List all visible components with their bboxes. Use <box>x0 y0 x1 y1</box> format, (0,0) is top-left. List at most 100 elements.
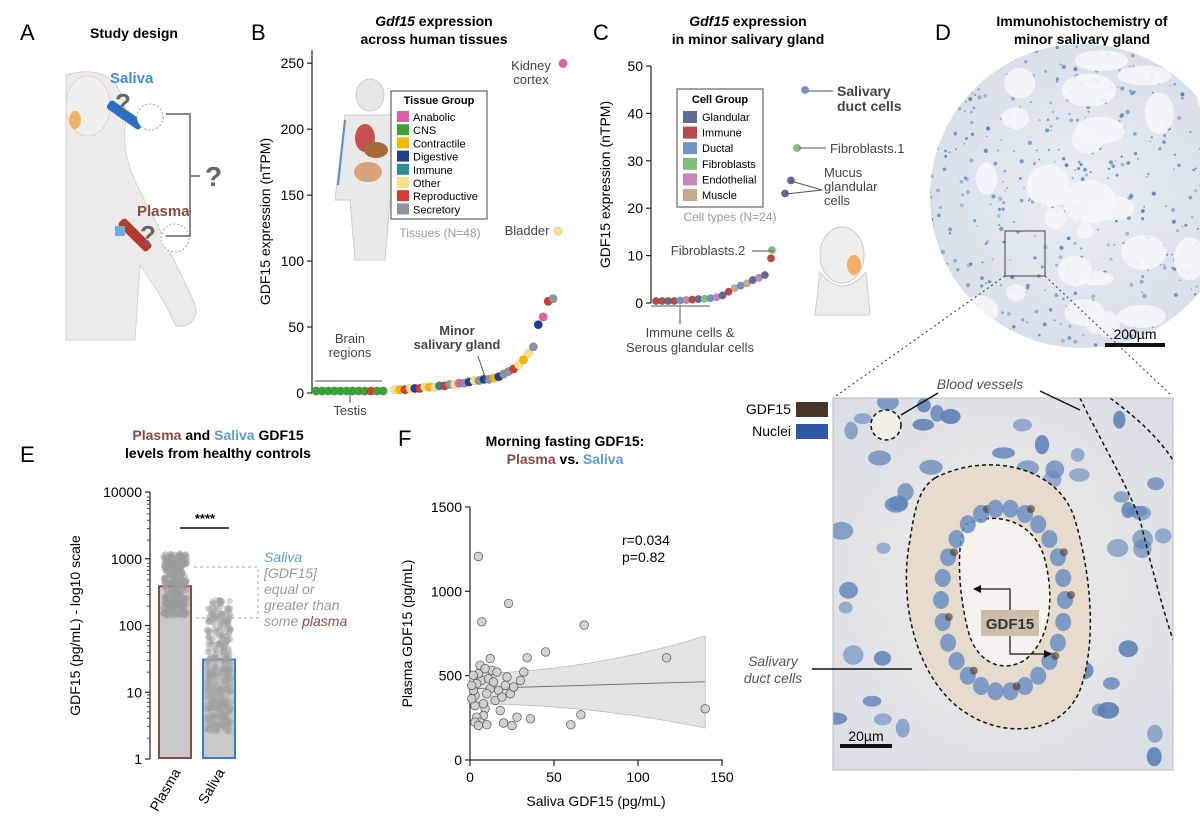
x-axis-label: Saliva GDF15 (pg/mL) <box>526 793 665 809</box>
nucleus-dot <box>1171 333 1176 338</box>
nucleus-dot <box>1184 332 1187 336</box>
nucleus-dot <box>935 146 937 149</box>
saliva-sample-dot <box>221 660 228 667</box>
saliva-sample-dot <box>224 656 231 663</box>
nucleus-dot <box>957 334 962 339</box>
nucleus-dot <box>1130 53 1135 58</box>
plasma-sample-dot <box>168 565 176 572</box>
saliva-sample-dot <box>212 596 219 604</box>
sample-point <box>579 620 589 630</box>
saliva-sample-dot <box>226 652 233 659</box>
cell-nucleus <box>930 405 944 422</box>
duct-lumen <box>958 517 1051 667</box>
sample-point <box>467 680 477 691</box>
nucleus-dot <box>1096 228 1100 231</box>
saliva-sample-dot <box>216 597 223 604</box>
immune-serous-label-1: Immune cells & <box>646 325 735 340</box>
saliva-sample-dot <box>222 727 230 734</box>
question-mark-compare: ? <box>205 161 222 192</box>
saliva-sample-dot <box>223 686 231 693</box>
panel-b-letter: B <box>251 20 266 45</box>
saliva-sample-dot <box>209 700 216 707</box>
nucleus-dot <box>1047 148 1051 152</box>
saliva-sample-dot <box>218 617 226 625</box>
saliva-sample-dot <box>219 687 226 694</box>
nucleus-dot <box>930 196 933 199</box>
cell-types-caption: Cell types (N=24) <box>683 210 776 224</box>
saliva-sample-dot <box>205 676 212 683</box>
saliva-sample-dot <box>204 689 211 696</box>
sample-point <box>566 720 576 730</box>
nucleus-dot <box>1176 229 1180 233</box>
nucleus-dot <box>983 148 988 153</box>
saliva-sample-dot <box>209 712 216 719</box>
duct-cell-nucleus <box>933 591 949 609</box>
saliva-sample-dot <box>218 712 225 719</box>
nucleus-dot <box>1036 149 1038 152</box>
nucleus-dot <box>1050 129 1052 132</box>
gdf15-granule <box>1012 682 1021 691</box>
saliva-sample-dot <box>209 715 216 722</box>
sample-point <box>512 712 522 722</box>
nucleus-dot <box>1083 167 1087 172</box>
saliva-sample-dot <box>210 620 217 628</box>
saliva-sample-dot <box>218 598 225 605</box>
nucleus-dot <box>964 100 968 104</box>
saliva-sample-dot <box>212 627 220 634</box>
nucleus-dot <box>1034 48 1039 54</box>
saliva-sample-dot <box>218 714 226 721</box>
sample-point <box>515 675 526 686</box>
saliva-sample-dot <box>208 640 215 647</box>
nucleus-dot <box>1026 283 1030 288</box>
nucleus-dot <box>989 64 994 69</box>
saliva-sample-dot <box>205 638 213 646</box>
saliva-sample-dot <box>205 648 212 655</box>
saliva-sample-dot <box>219 636 227 643</box>
nucleus-dot <box>966 190 970 194</box>
saliva-sample-dot <box>209 655 216 662</box>
saliva-sample-dot <box>224 618 231 626</box>
nucleus-dot <box>1022 186 1026 189</box>
saliva-sample-dot <box>206 618 213 625</box>
nucleus-dot <box>1002 240 1005 244</box>
panel-e-title-2: levels from healthy controls <box>125 445 311 461</box>
legend-nuclei-swatch <box>796 424 828 439</box>
panel-b-axes: 0 50 100 150 200 250 GDF15 expression (nTPM) <box>257 50 313 401</box>
nucleus-dot <box>942 167 947 172</box>
saliva-sample-dot <box>215 721 223 729</box>
saliva-sample-dot <box>224 689 232 697</box>
nucleus-dot <box>930 339 933 344</box>
saliva-sample-dot <box>208 611 215 618</box>
saliva-sample-dot <box>224 620 231 627</box>
panel-f-letter: F <box>398 426 411 451</box>
saliva-sample-dot <box>226 627 233 634</box>
fibroblasts-2-label: Fibroblasts.2 <box>671 243 745 258</box>
nucleus-dot <box>1109 257 1113 261</box>
nucleus-dot <box>1173 82 1177 86</box>
saliva-sample-dot <box>209 670 216 677</box>
nucleus-dot <box>1007 312 1011 316</box>
nucleus-dot <box>1012 150 1016 153</box>
nucleus-dot <box>1001 311 1004 315</box>
cell-nucleus <box>877 398 899 411</box>
sample-point <box>700 704 710 714</box>
nucleus-dot <box>983 94 988 98</box>
saliva-sample-dot <box>223 618 230 625</box>
panel-c-letter: C <box>593 20 609 45</box>
nucleus-dot <box>1010 334 1012 336</box>
saliva-sample-dot <box>211 673 218 680</box>
nucleus-dot <box>1002 180 1004 183</box>
nucleus-dot <box>972 106 976 110</box>
saliva-sample-dot <box>212 678 219 685</box>
duct-cell-nucleus <box>1002 499 1019 518</box>
nucleus-dot <box>950 92 953 94</box>
nucleus-dot <box>936 188 940 193</box>
nucleus-dot <box>985 325 989 330</box>
nucleus-dot <box>993 161 998 166</box>
question-mark-plasma: ? <box>140 220 156 250</box>
nucleus-dot <box>1049 124 1053 128</box>
saliva-sample-dot <box>216 612 224 619</box>
nucleus-dot <box>935 89 940 93</box>
saliva-sample-dot <box>223 605 231 613</box>
saliva-sample-dot <box>207 628 214 635</box>
